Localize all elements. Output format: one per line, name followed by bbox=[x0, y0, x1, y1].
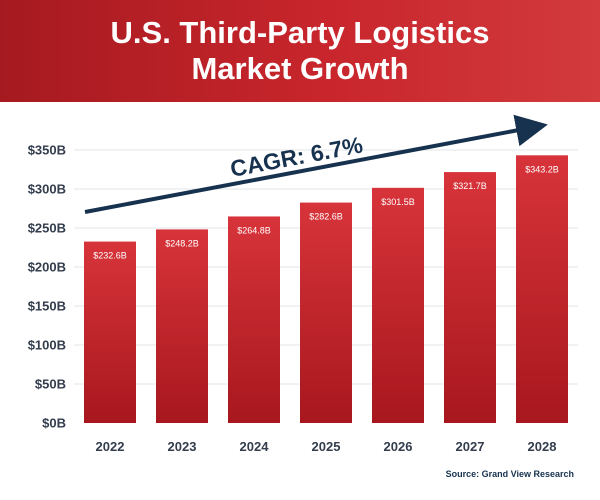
bar-value-label: $343.2B bbox=[525, 164, 559, 174]
chart-title-line-2: Market Growth bbox=[191, 51, 409, 86]
y-axis-ticks: $0B $50B $100B $150B $200B $250B $300B $350B bbox=[28, 143, 66, 431]
bar-value-label: $301.5B bbox=[381, 197, 415, 207]
bar-2027 bbox=[444, 172, 496, 423]
chart-title-line-1: U.S. Third-Party Logistics bbox=[110, 15, 490, 50]
y-tick-label: $0B bbox=[42, 416, 66, 431]
x-tick-label: 2023 bbox=[168, 439, 197, 454]
source-note: Source: Grand View Research bbox=[445, 469, 574, 479]
bar-value-label: $264.8B bbox=[237, 225, 271, 235]
x-tick-label: 2025 bbox=[312, 439, 341, 454]
bar-2025 bbox=[300, 202, 352, 423]
bars: $232.6B $248.2B $264.8B $282.6B $301.5B $321.… bbox=[84, 155, 568, 423]
y-tick-label: $350B bbox=[28, 143, 66, 158]
y-tick-label: $200B bbox=[28, 260, 66, 275]
bar-value-label: $282.6B bbox=[309, 212, 343, 222]
x-tick-label: 2024 bbox=[240, 439, 270, 454]
bar-2024 bbox=[228, 216, 280, 423]
x-tick-label: 2022 bbox=[96, 439, 125, 454]
cagr-label: CAGR: 6.7% bbox=[228, 131, 365, 181]
y-tick-label: $50B bbox=[35, 377, 66, 392]
bar-2022 bbox=[84, 241, 136, 423]
x-tick-label: 2027 bbox=[456, 439, 485, 454]
bar-value-label: $248.2B bbox=[165, 238, 199, 248]
y-tick-label: $250B bbox=[28, 221, 66, 236]
x-axis-ticks: 2022 2023 2024 2025 2026 2027 2028 bbox=[96, 439, 557, 454]
title-banner: U.S. Third-Party Logistics Market Growth bbox=[0, 0, 600, 102]
bar-2028 bbox=[516, 155, 568, 423]
bar-value-label: $321.7B bbox=[453, 181, 487, 191]
bar-2023 bbox=[156, 229, 208, 423]
y-tick-label: $100B bbox=[28, 338, 66, 353]
x-tick-label: 2028 bbox=[528, 439, 557, 454]
bar-2026 bbox=[372, 187, 424, 423]
bar-chart: $0B $50B $100B $150B $200B $250B $300B $350B $2… bbox=[28, 114, 578, 454]
y-tick-label: $150B bbox=[28, 299, 66, 314]
cagr-arrow bbox=[84, 114, 548, 214]
x-tick-label: 2026 bbox=[384, 439, 413, 454]
y-tick-label: $300B bbox=[28, 182, 66, 197]
bar-value-label: $232.6B bbox=[93, 251, 127, 261]
